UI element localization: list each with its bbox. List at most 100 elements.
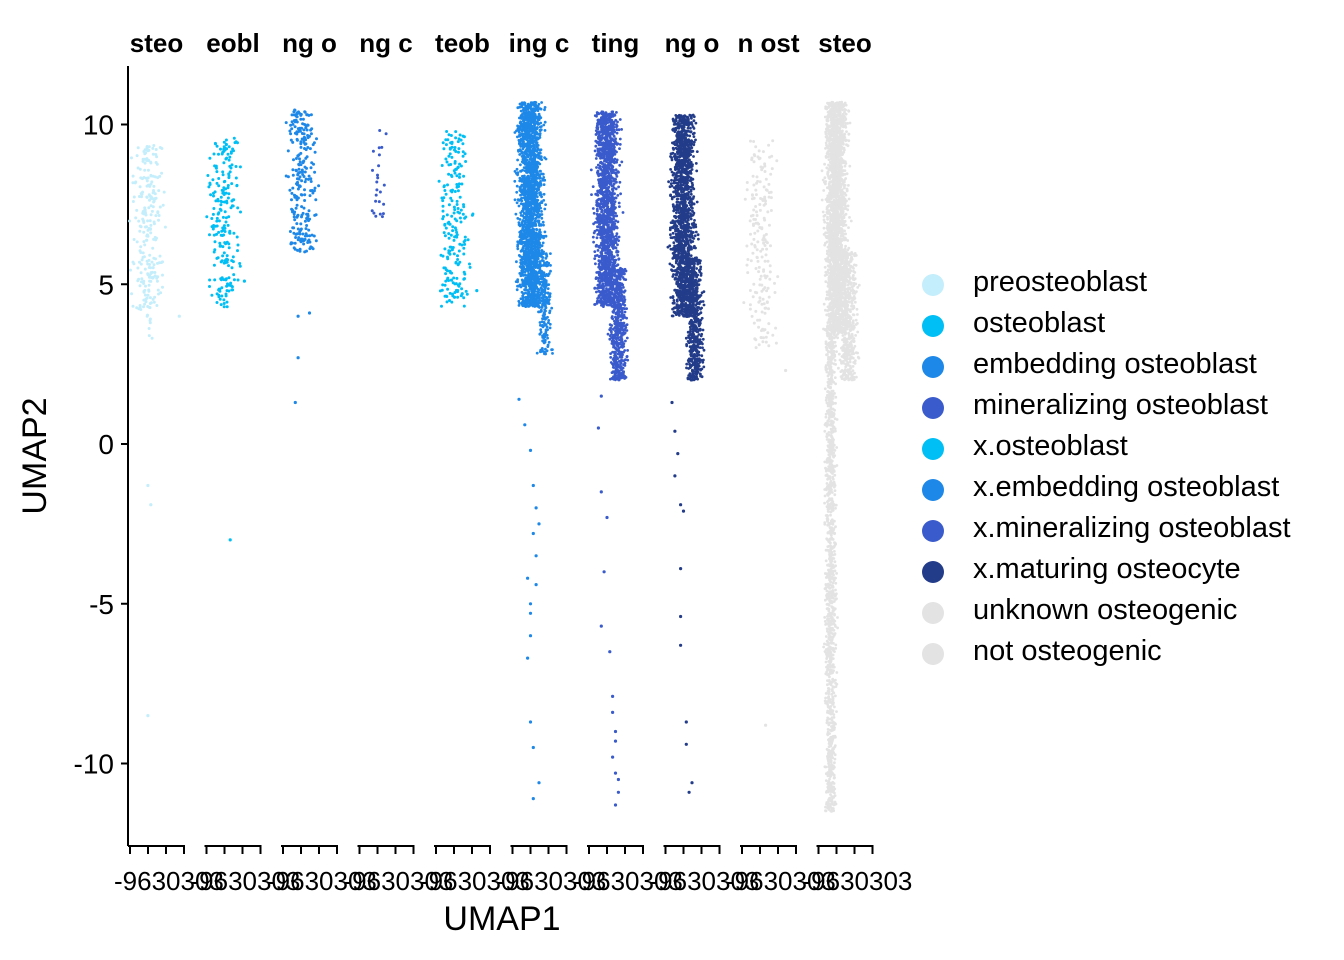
- data-point: [217, 219, 221, 223]
- data-point: [534, 554, 538, 558]
- data-point: [544, 279, 548, 283]
- data-point: [539, 157, 542, 161]
- data-point: [376, 173, 379, 177]
- data-point: [291, 186, 295, 190]
- data-point: [545, 296, 549, 300]
- data-point: [528, 259, 532, 262]
- data-point: [138, 284, 142, 288]
- data-point: [294, 206, 298, 210]
- data-point: [217, 184, 221, 188]
- data-point: [290, 207, 294, 211]
- data-point: [536, 278, 540, 282]
- data-point: [219, 199, 223, 203]
- data-point: [159, 291, 163, 295]
- data-point: [141, 157, 145, 161]
- data-point: [295, 111, 299, 115]
- data-point: [607, 185, 611, 189]
- data-point: [232, 273, 236, 277]
- data-point: [597, 154, 601, 158]
- data-point: [605, 271, 608, 275]
- data-point: [602, 235, 605, 239]
- data-point: [440, 164, 444, 167]
- data-point: [441, 254, 445, 258]
- data-point: [142, 305, 145, 309]
- data-point: [529, 104, 533, 108]
- data-point: [139, 308, 143, 311]
- data-point: [596, 189, 599, 193]
- data-point: [543, 207, 547, 211]
- data-point: [601, 295, 605, 298]
- data-point: [143, 168, 147, 172]
- data-point: [291, 210, 294, 214]
- data-point: [607, 230, 610, 234]
- data-point: [143, 302, 147, 306]
- data-point: [607, 171, 610, 175]
- data-point: [593, 287, 597, 290]
- data-point: [450, 300, 454, 304]
- data-point: [609, 133, 612, 136]
- data-point: [303, 142, 307, 146]
- data-point: [458, 172, 462, 176]
- data-point: [535, 214, 539, 218]
- data-point: [545, 333, 549, 337]
- data-point: [314, 239, 318, 243]
- data-point: [449, 134, 453, 137]
- data-point: [451, 229, 455, 233]
- data-point: [148, 306, 152, 310]
- data-point: [306, 146, 310, 149]
- data-point: [291, 226, 295, 230]
- data-point: [151, 146, 155, 150]
- data-point: [538, 214, 542, 218]
- data-point: [546, 287, 550, 290]
- data-point: [217, 288, 221, 292]
- data-point: [310, 233, 314, 237]
- data-point: [601, 156, 604, 160]
- data-point: [538, 332, 542, 336]
- data-point: [617, 239, 620, 243]
- data-point: [536, 118, 540, 121]
- data-point: [544, 157, 548, 161]
- data-point: [295, 203, 299, 207]
- data-point: [305, 113, 309, 117]
- data-point: [518, 176, 522, 180]
- data-point: [224, 261, 227, 265]
- data-point: [443, 234, 447, 238]
- data-point: [459, 220, 463, 224]
- data-point: [222, 251, 226, 255]
- data-point: [602, 221, 605, 224]
- y-tick-label: 10: [83, 110, 114, 141]
- data-point: [609, 356, 613, 359]
- data-point: [597, 133, 601, 137]
- data-point: [600, 302, 604, 306]
- data-point: [601, 182, 605, 186]
- data-point: [290, 113, 294, 117]
- data-point: [534, 231, 538, 235]
- data-point: [231, 260, 235, 264]
- data-point: [535, 202, 539, 206]
- data-point: [302, 132, 306, 136]
- data-point: [611, 301, 615, 305]
- facet-title: teob: [435, 28, 490, 58]
- data-point: [522, 216, 526, 220]
- data-point: [595, 217, 599, 220]
- data-point: [543, 230, 547, 234]
- data-point: [146, 168, 150, 172]
- data-point: [525, 115, 529, 118]
- data-point: [130, 292, 134, 296]
- data-point: [221, 215, 225, 219]
- data-point: [151, 276, 155, 280]
- data-point: [523, 137, 527, 141]
- data-point: [520, 290, 524, 294]
- data-point: [547, 272, 551, 275]
- data-point: [455, 203, 459, 206]
- data-point: [521, 296, 525, 299]
- data-point: [458, 133, 462, 137]
- data-point: [516, 171, 520, 175]
- data-point: [603, 159, 606, 163]
- data-point: [526, 277, 529, 281]
- data-point: [236, 243, 240, 247]
- data-point: [211, 178, 215, 182]
- data-point: [593, 250, 597, 254]
- data-point: [448, 222, 452, 226]
- data-point: [609, 211, 613, 215]
